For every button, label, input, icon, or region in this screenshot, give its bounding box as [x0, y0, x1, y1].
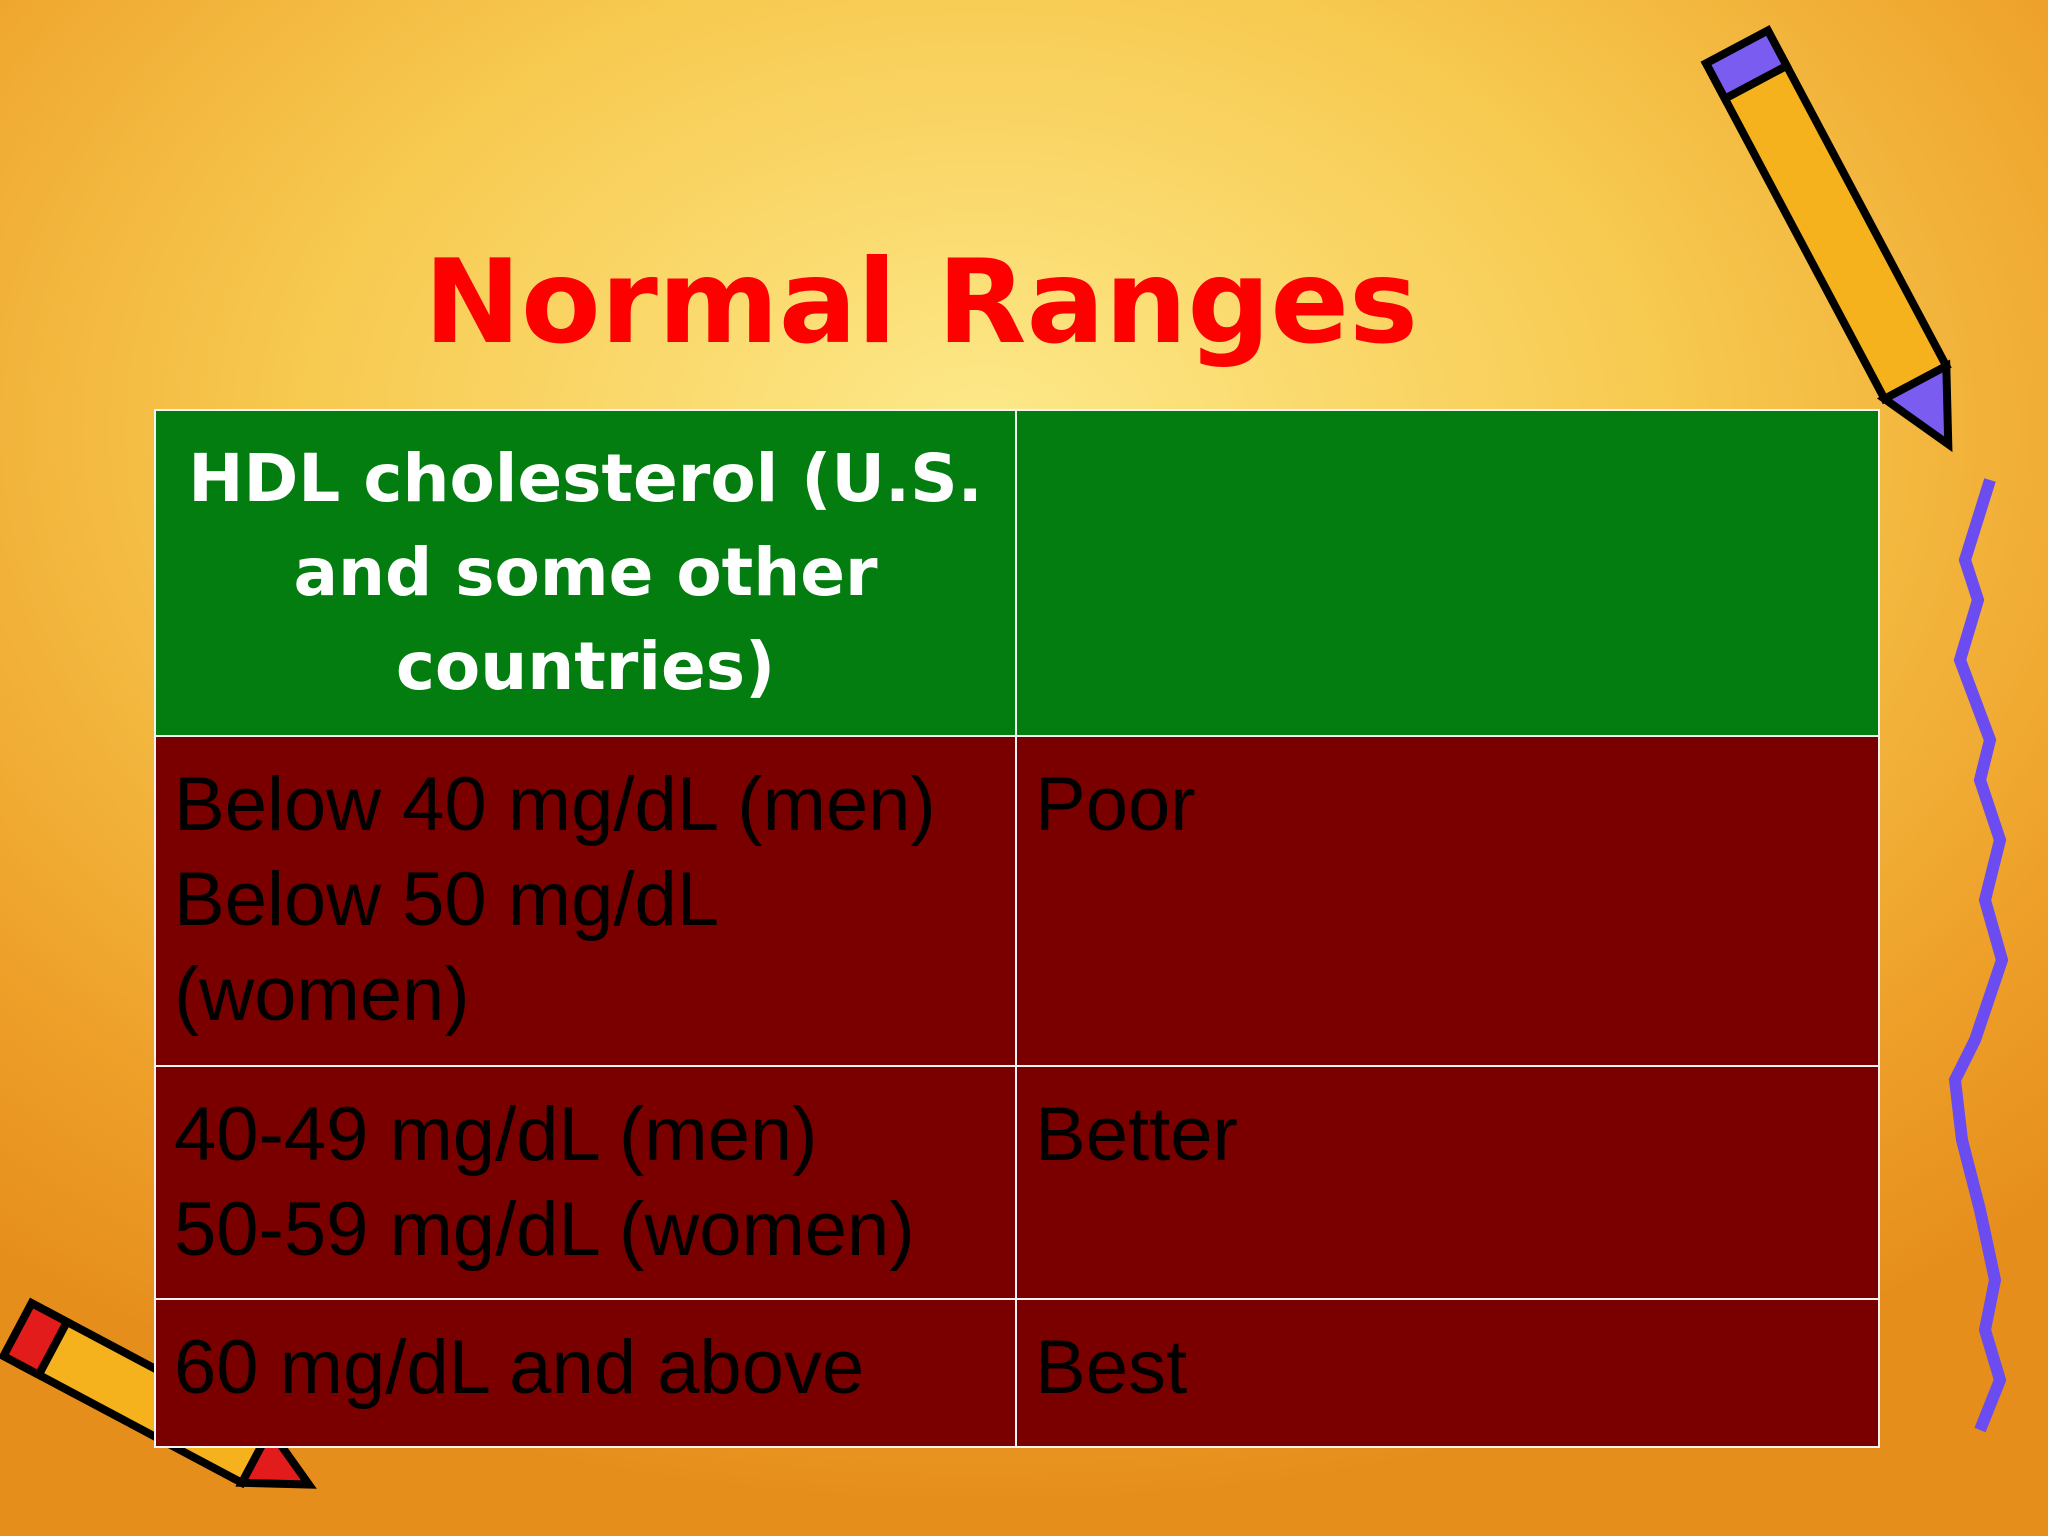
table-row: 40-49 mg/dL (men) 50-59 mg/dL (women) Bett…: [154, 1065, 1880, 1300]
cell-line: Below 50 mg/dL (women): [174, 857, 717, 1037]
header-row: HDL cholesterol (U.S. and some other cou…: [154, 409, 1880, 737]
ranges-table: HDL cholesterol (U.S. and some other cou…: [154, 409, 1880, 1448]
cell-line: 60 mg/dL and above: [174, 1325, 865, 1410]
cell-line: Poor: [1035, 762, 1196, 847]
header-cell: HDL cholesterol (U.S. and some other cou…: [154, 409, 1017, 737]
table-cell: 40-49 mg/dL (men) 50-59 mg/dL (women): [154, 1065, 1017, 1300]
cell-line: 40-49 mg/dL (men): [174, 1092, 818, 1177]
table-row: Below 40 mg/dL (men) Below 50 mg/dL (wome…: [154, 735, 1880, 1067]
table-cell: Best: [1015, 1298, 1880, 1448]
cell-line: Better: [1035, 1092, 1238, 1177]
slide-title: Normal Ranges: [423, 235, 1419, 370]
table-cell: Below 40 mg/dL (men) Below 50 mg/dL (wome…: [154, 735, 1017, 1067]
table-cell: Better: [1015, 1065, 1880, 1300]
table-cell: 60 mg/dL and above: [154, 1298, 1017, 1448]
cell-line: 50-59 mg/dL (women): [174, 1187, 915, 1272]
header-cell: [1015, 409, 1880, 737]
table-row: 60 mg/dL and above Best: [154, 1298, 1880, 1448]
squiggle: [1948, 478, 2009, 1433]
pencil-top-right: [1700, 25, 1953, 453]
table-cell: Poor: [1015, 735, 1880, 1067]
cell-line: Best: [1035, 1325, 1188, 1410]
cell-line: Below 40 mg/dL (men): [174, 762, 936, 847]
